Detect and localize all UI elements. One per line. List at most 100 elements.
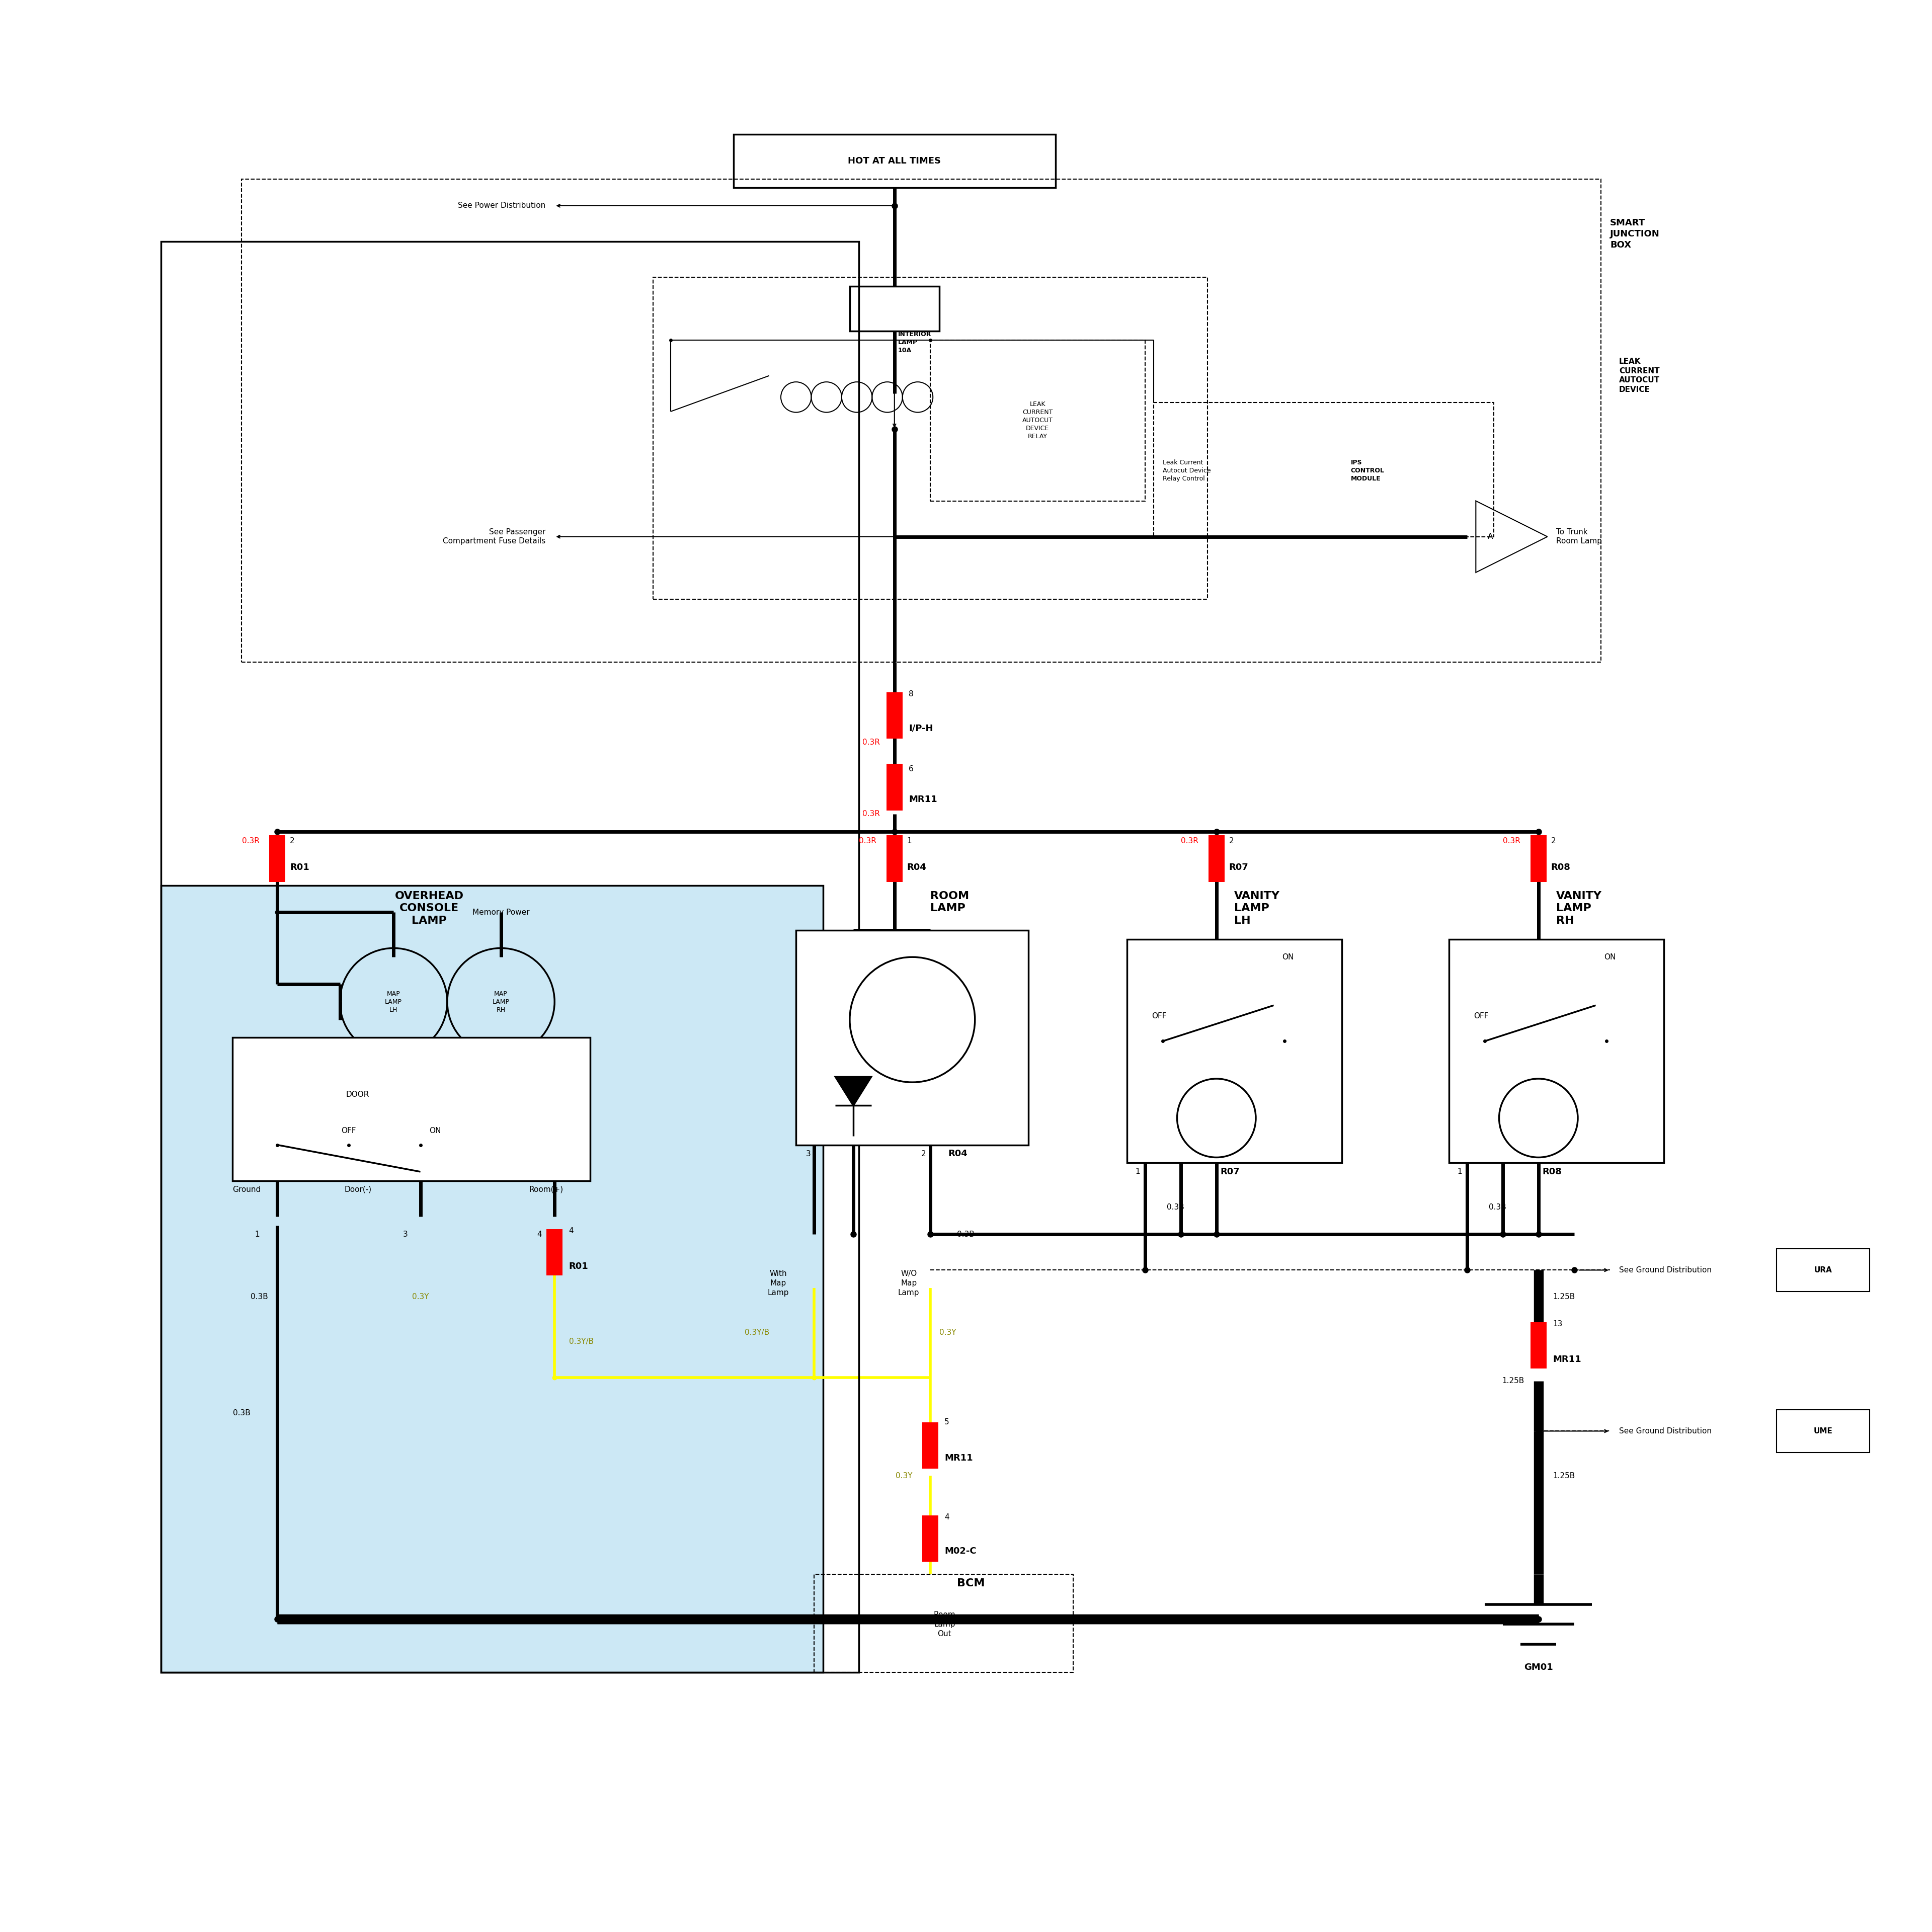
Text: 1.25B: 1.25B <box>1553 1293 1575 1300</box>
Text: 2: 2 <box>922 1150 925 1157</box>
Text: 1: 1 <box>1457 1169 1463 1175</box>
Text: VANITY
LAMP
LH: VANITY LAMP LH <box>1235 891 1281 925</box>
Bar <box>887 835 902 881</box>
Bar <box>1153 402 1493 537</box>
Text: Door(-): Door(-) <box>344 1186 371 1194</box>
Text: 2: 2 <box>1551 837 1555 844</box>
Text: ON: ON <box>1283 952 1294 960</box>
Text: OFF: OFF <box>342 1126 355 1134</box>
Text: 0.3R: 0.3R <box>1180 837 1198 844</box>
Text: R01: R01 <box>568 1262 589 1271</box>
Bar <box>887 692 902 738</box>
Bar <box>232 1037 591 1180</box>
Text: IPS
CONTROL
MODULE: IPS CONTROL MODULE <box>1350 460 1385 481</box>
Text: MR11: MR11 <box>945 1453 974 1463</box>
Text: ON: ON <box>429 1126 440 1134</box>
Text: 0.3B: 0.3B <box>1488 1204 1507 1211</box>
Text: With
Map
Lamp: With Map Lamp <box>767 1269 788 1296</box>
Bar <box>1530 835 1546 881</box>
Text: A: A <box>1488 533 1493 541</box>
Bar <box>1208 835 1225 881</box>
Bar <box>242 180 1602 663</box>
Text: 0.3R: 0.3R <box>862 738 881 746</box>
Text: R07: R07 <box>1229 864 1248 871</box>
Text: MR11: MR11 <box>908 796 937 804</box>
Text: 6: 6 <box>908 765 914 773</box>
Text: R04: R04 <box>949 1150 968 1159</box>
Text: URA: URA <box>1814 1265 1832 1273</box>
Text: 4: 4 <box>537 1231 543 1238</box>
Text: OFF: OFF <box>1474 1012 1490 1020</box>
Text: 0.3Y/B: 0.3Y/B <box>568 1337 593 1345</box>
Text: BCM: BCM <box>956 1578 985 1588</box>
Text: 1.25B: 1.25B <box>1501 1378 1524 1385</box>
Text: I/P-H: I/P-H <box>908 725 933 732</box>
Text: See Passenger
Compartment Fuse Details: See Passenger Compartment Fuse Details <box>442 527 545 545</box>
Text: 0.3Y: 0.3Y <box>412 1293 429 1300</box>
Text: SMART
JUNCTION
BOX: SMART JUNCTION BOX <box>1609 218 1660 249</box>
Text: 2: 2 <box>290 837 296 844</box>
Bar <box>1449 939 1663 1163</box>
Text: W/O
Map
Lamp: W/O Map Lamp <box>898 1269 920 1296</box>
Text: VANITY
LAMP
RH: VANITY LAMP RH <box>1557 891 1602 925</box>
Bar <box>796 929 1028 1146</box>
Text: ROOM
LAMP: ROOM LAMP <box>929 891 970 914</box>
Text: 0.3Y: 0.3Y <box>895 1472 912 1480</box>
Bar <box>160 242 858 1673</box>
Text: 0.3R: 0.3R <box>1503 837 1520 844</box>
Text: M02-C: M02-C <box>945 1546 976 1555</box>
Text: R08: R08 <box>1551 864 1571 871</box>
Text: 1: 1 <box>906 837 912 844</box>
Bar <box>850 286 939 330</box>
Text: ON: ON <box>1604 952 1615 960</box>
Text: To Trunk
Room Lamp: To Trunk Room Lamp <box>1557 527 1602 545</box>
Text: 3: 3 <box>806 1150 811 1157</box>
Text: 0.3R: 0.3R <box>860 837 877 844</box>
Text: 8: 8 <box>908 690 914 697</box>
Text: OVERHEAD
CONSOLE
LAMP: OVERHEAD CONSOLE LAMP <box>394 891 464 925</box>
Bar <box>1776 1410 1870 1453</box>
Text: 0.3B: 0.3B <box>234 1410 251 1416</box>
Text: 0.3R: 0.3R <box>242 837 259 844</box>
Bar <box>813 1575 1074 1673</box>
Polygon shape <box>835 1076 871 1105</box>
Text: R07: R07 <box>1219 1167 1240 1177</box>
Text: HOT AT ALL TIMES: HOT AT ALL TIMES <box>848 156 941 166</box>
Text: 1: 1 <box>255 1231 259 1238</box>
Text: See Power Distribution: See Power Distribution <box>458 203 545 209</box>
Text: R04: R04 <box>906 864 927 871</box>
Text: See Ground Distribution: See Ground Distribution <box>1619 1428 1712 1435</box>
Text: 0.3B: 0.3B <box>1167 1204 1184 1211</box>
Text: R01: R01 <box>290 864 309 871</box>
Text: UME: UME <box>1814 1428 1832 1435</box>
Bar <box>734 133 1055 187</box>
Bar <box>922 1422 939 1468</box>
Text: 1: 1 <box>1136 1169 1140 1175</box>
Text: OFF: OFF <box>1151 1012 1167 1020</box>
Bar <box>922 1515 939 1561</box>
Text: See Ground Distribution: See Ground Distribution <box>1619 1265 1712 1273</box>
Text: MAP
LAMP
LH: MAP LAMP LH <box>384 991 402 1012</box>
Text: 2: 2 <box>1229 837 1235 844</box>
Text: 0.3Y: 0.3Y <box>939 1329 956 1337</box>
Text: LEAK
CURRENT
AUTOCUT
DEVICE: LEAK CURRENT AUTOCUT DEVICE <box>1619 357 1660 394</box>
Bar <box>269 835 286 881</box>
Text: Ground: Ground <box>232 1186 261 1194</box>
Text: 4: 4 <box>945 1513 949 1520</box>
Text: 0.3Y/B: 0.3Y/B <box>744 1329 769 1337</box>
Text: 0.3R: 0.3R <box>862 810 881 817</box>
Text: 5: 5 <box>945 1418 949 1426</box>
Text: MAP
LAMP
RH: MAP LAMP RH <box>493 991 510 1012</box>
Bar <box>1530 1321 1546 1368</box>
Text: 3: 3 <box>404 1231 408 1238</box>
Text: R08: R08 <box>1542 1167 1561 1177</box>
Text: Room
Lamp
Out: Room Lamp Out <box>933 1611 956 1638</box>
Bar <box>1126 939 1341 1163</box>
Bar <box>929 340 1146 500</box>
Text: INTERIOR
LAMP
10A: INTERIOR LAMP 10A <box>898 330 931 354</box>
Text: LEAK
CURRENT
AUTOCUT
DEVICE
RELAY: LEAK CURRENT AUTOCUT DEVICE RELAY <box>1022 402 1053 440</box>
Text: DOOR: DOOR <box>346 1092 369 1099</box>
Bar <box>653 278 1208 599</box>
Bar <box>887 763 902 810</box>
Bar <box>160 885 823 1673</box>
